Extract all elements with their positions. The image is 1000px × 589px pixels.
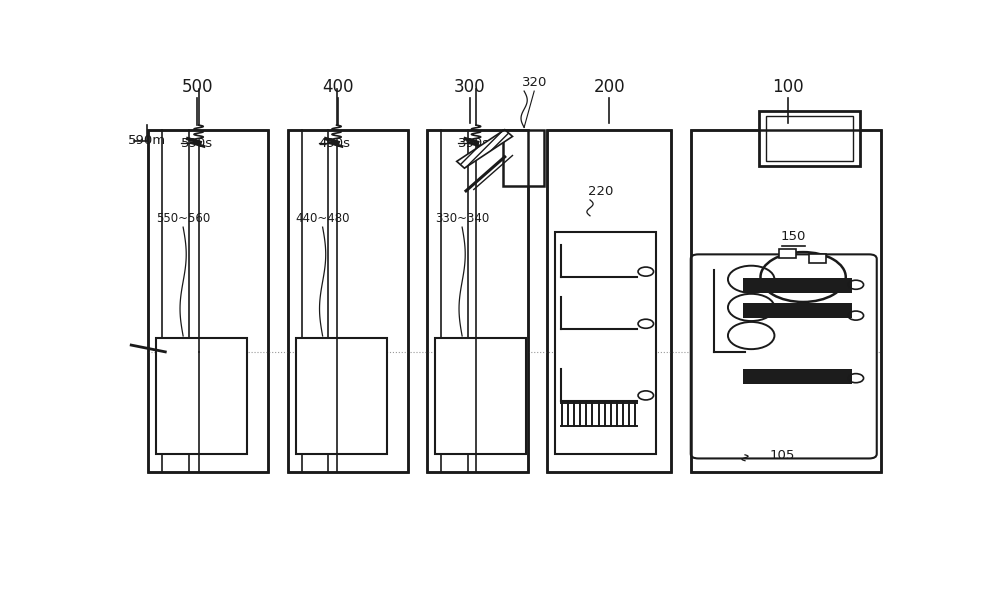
Bar xyxy=(296,338,387,454)
Bar xyxy=(435,338,526,454)
Text: 550~560: 550~560 xyxy=(156,212,210,225)
Bar xyxy=(427,130,528,472)
Bar xyxy=(743,278,852,293)
Text: 105: 105 xyxy=(770,449,795,462)
Text: 150: 150 xyxy=(780,230,806,243)
Text: 590m: 590m xyxy=(128,134,166,147)
Text: 440~480: 440~480 xyxy=(295,212,350,225)
Text: 390s: 390s xyxy=(458,137,490,150)
Bar xyxy=(766,116,853,161)
Bar xyxy=(779,249,796,257)
Text: 590s: 590s xyxy=(181,137,213,150)
Text: 400: 400 xyxy=(322,78,354,95)
Text: 200: 200 xyxy=(594,78,625,95)
Bar xyxy=(555,231,656,454)
Text: 500: 500 xyxy=(181,78,213,95)
Bar xyxy=(547,130,671,472)
Bar xyxy=(148,130,268,472)
Text: 330~340: 330~340 xyxy=(435,212,489,225)
Bar xyxy=(759,111,860,166)
Bar xyxy=(503,130,544,186)
Text: 490s: 490s xyxy=(319,137,351,150)
Bar xyxy=(743,369,852,383)
Text: 300: 300 xyxy=(454,78,486,95)
Bar xyxy=(547,130,671,472)
Bar xyxy=(691,130,881,472)
Bar xyxy=(691,130,881,472)
Bar xyxy=(427,130,528,472)
Bar xyxy=(288,130,408,472)
Bar xyxy=(743,303,852,318)
Bar xyxy=(148,130,268,472)
Text: 220: 220 xyxy=(588,185,614,198)
Bar xyxy=(809,254,826,263)
Text: 320: 320 xyxy=(522,76,547,89)
Bar xyxy=(156,338,247,454)
Polygon shape xyxy=(457,130,512,168)
FancyBboxPatch shape xyxy=(691,254,877,458)
Bar xyxy=(288,130,408,472)
Text: 100: 100 xyxy=(772,78,803,95)
